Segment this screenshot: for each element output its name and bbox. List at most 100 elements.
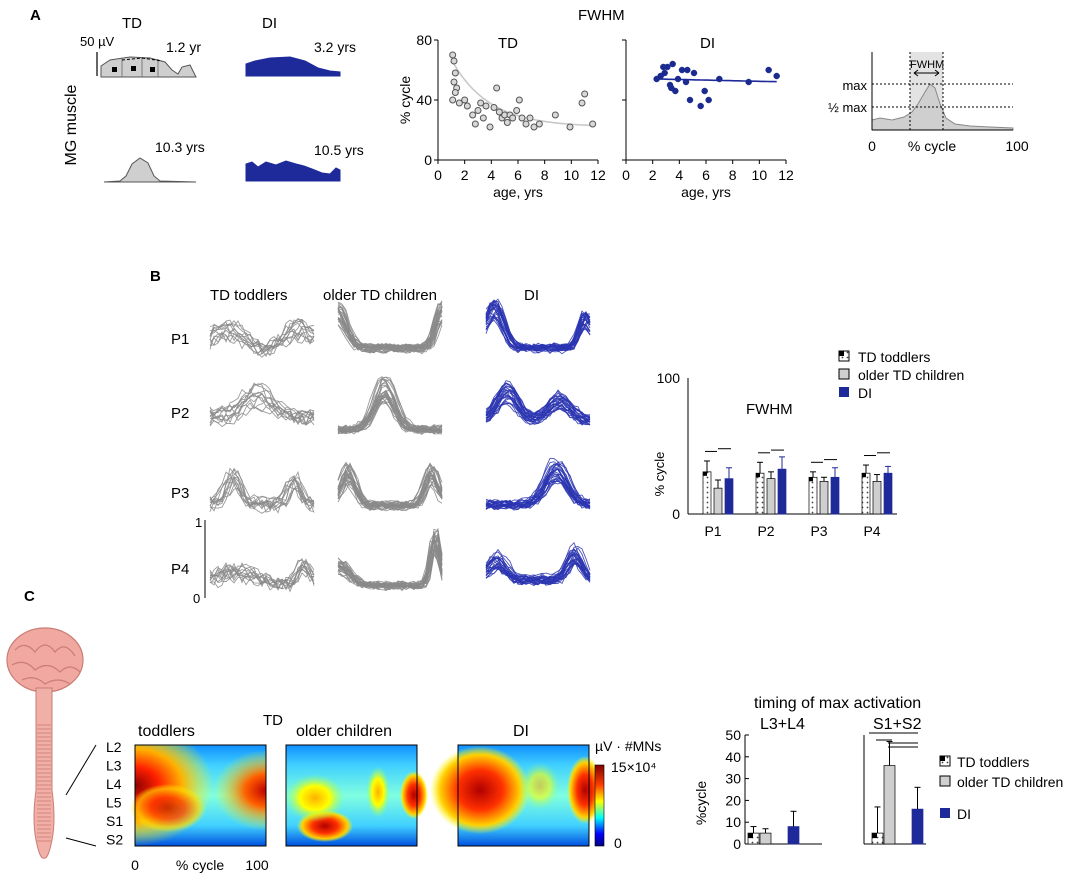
fwhm-td-point (461, 96, 469, 104)
fwhm-di-point (682, 78, 690, 86)
fwhm-td-point (474, 107, 482, 114)
age-di-old: 10.5 yrs (314, 142, 364, 158)
segment-label-l2: L2 (106, 739, 122, 755)
fwhm-bar-toddlers-mark (703, 471, 707, 476)
fwhm-td-point (530, 123, 538, 131)
fwhm-bar-older (819, 481, 829, 515)
group-label-older-td: older TD children (323, 287, 437, 304)
fwhm-di-point (705, 96, 712, 104)
fwhm-bar-category: P2 (757, 523, 774, 539)
trace-toddlers-p1 (209, 319, 315, 353)
muscle-label: MG muscle (63, 84, 80, 165)
timing-bar-toddlers-mark (748, 833, 753, 839)
timing-ylabel: %cycle (693, 781, 709, 826)
trace-grid (209, 298, 591, 593)
fwhm-td-point (522, 120, 530, 128)
td-xlabel: age, yrs (493, 184, 543, 200)
fwhm-di-point (773, 72, 780, 80)
timing-ytick: 40 (725, 749, 741, 765)
fwhm-di-point (668, 84, 675, 92)
trace-toddlers-p3 (209, 481, 315, 511)
trace-older-p4 (337, 540, 443, 588)
heatmap-tick-100: 100 (245, 857, 269, 873)
trace-toddlers-p2 (209, 395, 315, 425)
timing-ytick: 0 (733, 836, 741, 852)
timing-bar-chart: %cycle 0 10 20 30 40 50 (693, 727, 926, 852)
fwhm-td-point (469, 111, 477, 119)
timing-bar-older (883, 765, 896, 845)
trace-toddlers-p2 (209, 400, 315, 426)
fwhm-td-point (482, 102, 490, 110)
scale-label: 50 µV (80, 34, 115, 49)
panel-label-b: B (150, 268, 161, 285)
fwhm-td-point (477, 99, 485, 107)
fwhm-waveform (871, 83, 1014, 131)
fwhm-td-point (589, 120, 597, 128)
fwhm-td-point (526, 114, 534, 122)
di-scatter-chart: DI age, yrs 0 2 4 6 8 10 12 (622, 35, 794, 200)
group-label-td-toddlers: TD toddlers (210, 287, 288, 304)
heatmap-title-toddlers: toddlers (138, 723, 195, 740)
timing-bar-di (787, 826, 800, 845)
legend-b-swatch-older (838, 368, 850, 380)
fwhm-td-xtick-label: 12 (590, 167, 606, 183)
fwhm-di-point (669, 60, 676, 68)
trace-di-p4 (485, 558, 591, 585)
fwhm-bar-toddlers (755, 472, 765, 515)
panel-label-c: C (24, 588, 35, 605)
fwhm-td-point (455, 99, 463, 107)
fwhm-di-point (660, 63, 667, 71)
fwhm-bar-toddlers-mark (862, 473, 866, 478)
di-old-emg (245, 160, 341, 182)
fwhm-td-point (450, 78, 458, 86)
fwhm-td-point (449, 51, 457, 59)
fwhm-td-point (450, 57, 458, 65)
trace-older-p2 (337, 383, 443, 432)
segment-label-s1: S1 (106, 813, 123, 829)
fwhm-td-point (449, 96, 457, 104)
row-label-p2: P2 (171, 405, 189, 422)
trace-older-p4 (337, 533, 443, 588)
fwhm-td-point (513, 107, 521, 114)
fwhm-di-point (690, 69, 698, 77)
brain-icon (6, 627, 84, 693)
trace-di-p2 (485, 385, 591, 417)
fwhm-bar-toddlers-mark (756, 473, 760, 478)
fwhm-td-point (495, 108, 503, 116)
fwhm-di-point (701, 87, 708, 95)
row-label-p1: P1 (171, 331, 189, 348)
age-di-young: 3.2 yrs (314, 39, 356, 55)
half-max-label: ½ max (828, 100, 868, 115)
trace-di-p1 (485, 319, 591, 355)
fwhm-bar-ytick: 100 (657, 370, 681, 386)
legend-c: TD toddlers older TD children DI (939, 754, 1063, 822)
timing-bar-toddlers-mark (872, 833, 877, 839)
legend-c-toddlers: TD toddlers (957, 754, 1029, 770)
trace-toddlers-p3 (209, 472, 315, 512)
fwhm-td-xtick-label: 2 (461, 167, 469, 183)
legend-c-di: DI (957, 806, 971, 822)
fwhm-di-xtick-label: 2 (649, 167, 657, 183)
fwhm-di-xtick-label: 10 (752, 167, 768, 183)
fwhm-bar-toddlers (808, 476, 818, 515)
fwhm-di-xtick-label: 4 (675, 167, 683, 183)
trace-toddlers-p2 (209, 390, 315, 420)
trace-toddlers-p2 (209, 382, 315, 417)
td-young-emg (100, 56, 197, 78)
trace-toddlers-p4 (209, 567, 315, 593)
fwhm-td-ytick-label: 40 (416, 92, 432, 108)
segment-pointer-bottom (65, 837, 97, 847)
legend-b-di: DI (858, 385, 872, 401)
timing-subtitle-s: S1+S2 (873, 716, 922, 733)
trace-di-p3 (485, 473, 591, 509)
brain-spinal-cord-illustration (6, 627, 84, 859)
trace-toddlers-p1 (209, 318, 315, 348)
trace-di-p2 (485, 380, 591, 416)
trace-older-p2 (337, 377, 443, 430)
timing-ytick: 50 (725, 727, 741, 743)
fwhm-di-point (674, 75, 682, 83)
fwhm-title-a: FWHM (578, 7, 625, 24)
spinal-segment-lines (37, 724, 51, 842)
fwhm-di-point (716, 75, 723, 83)
trace-scale-top: 1 (195, 515, 202, 530)
